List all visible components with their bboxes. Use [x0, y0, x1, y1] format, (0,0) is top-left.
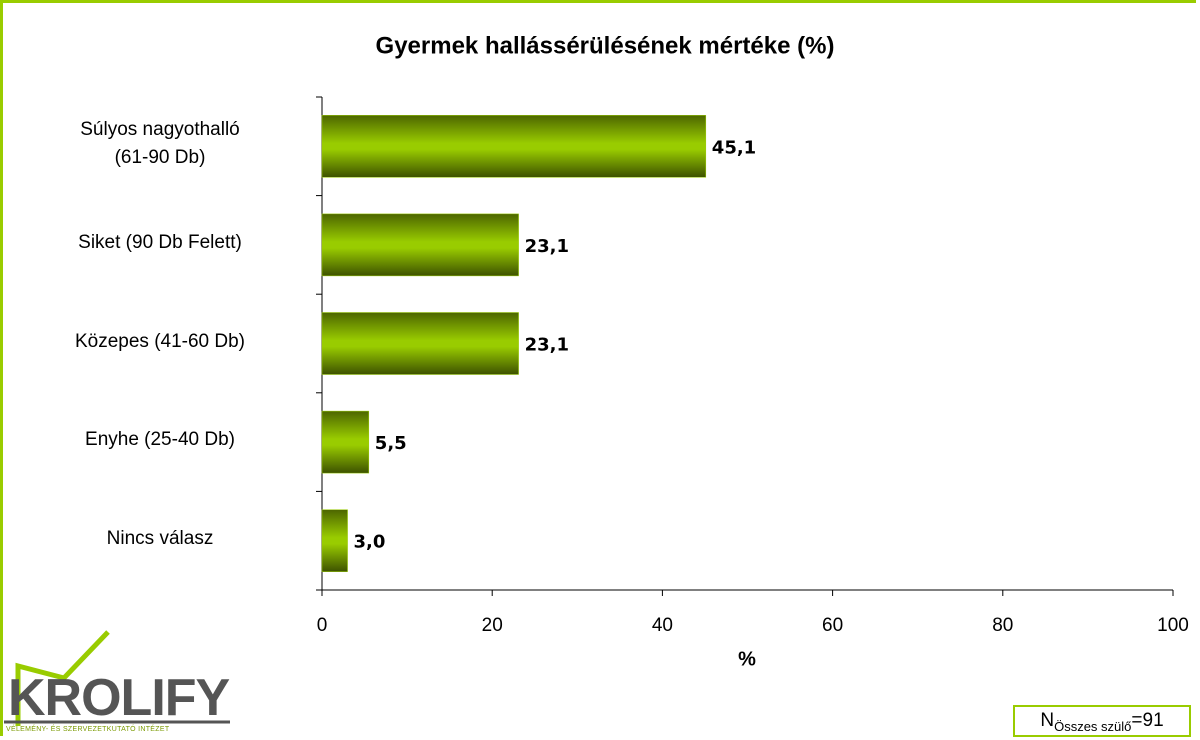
logo-brand: KROLIFY	[8, 669, 230, 727]
category-label: Enyhe (25-40 Db)	[85, 429, 235, 451]
x-tick-label: 80	[992, 615, 1013, 636]
value-label: 23,1	[525, 335, 569, 356]
sample-note: NÖsszes szülő=91	[1013, 705, 1191, 737]
bar	[321, 115, 707, 178]
value-label: 23,1	[525, 236, 569, 257]
category-label: Súlyos nagyothalló (61-90 Db)	[80, 119, 240, 169]
logo-tagline: VÉLEMÉNY- ÉS SZERVEZETKUTATÓ INTÉZET	[6, 726, 170, 733]
bar	[321, 213, 519, 277]
category-label: Közepes (41-60 Db)	[74, 330, 246, 352]
chart-title: Gyermek hallássérülésének mértéke (%)	[376, 32, 835, 59]
value-label: 45,1	[712, 137, 756, 158]
note-tail: =91	[1131, 710, 1164, 731]
bar	[321, 509, 348, 572]
x-tick-label: 0	[317, 615, 328, 636]
x-tick-label: 40	[652, 615, 673, 636]
category-label: Nincs válasz	[106, 527, 214, 549]
note-sub: Összes szülő	[1054, 719, 1132, 734]
x-tick-label: 60	[822, 615, 843, 636]
category-label: Siket (90 Db Felett)	[78, 231, 242, 253]
logo: KROLIFY VÉLEMÉNY- ÉS SZERVEZETKUTATÓ INT…	[4, 630, 234, 738]
x-tick-label: 100	[1157, 615, 1189, 636]
note-main: N	[1040, 710, 1055, 731]
bar	[321, 410, 370, 474]
value-label: 3,0	[354, 532, 386, 553]
x-tick-label: 20	[482, 615, 503, 636]
value-label: 5,5	[375, 433, 407, 454]
logo-graphic	[4, 630, 230, 726]
bar	[321, 312, 519, 375]
x-axis-label: %	[738, 648, 756, 670]
